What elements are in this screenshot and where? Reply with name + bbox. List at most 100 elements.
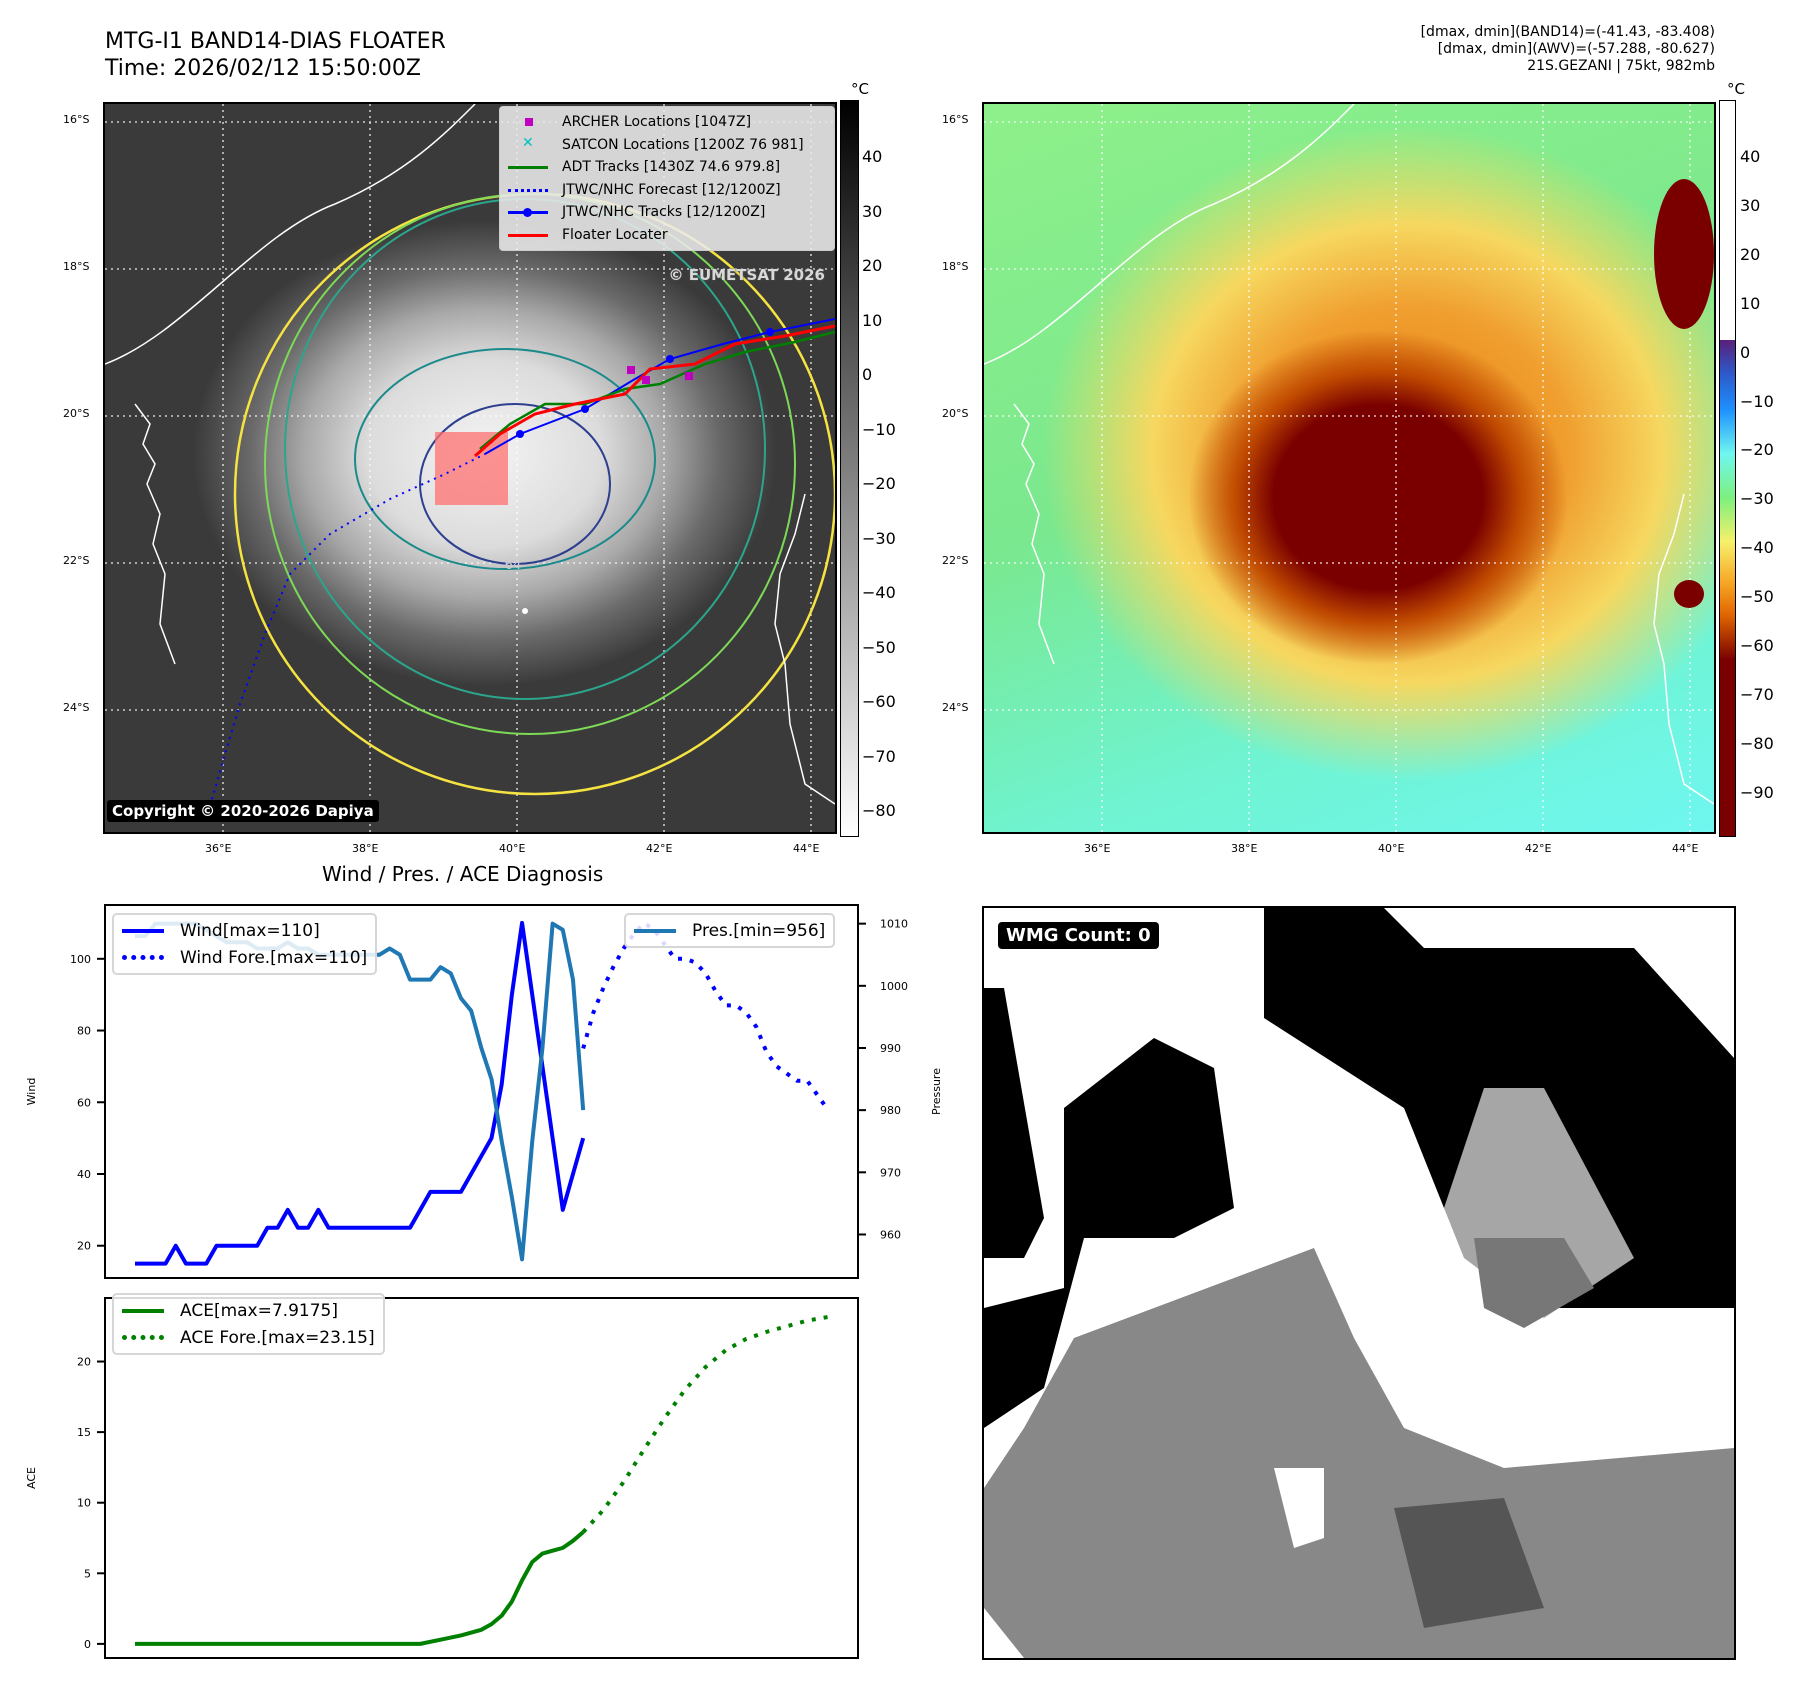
wmg-region-black [984, 1038, 1234, 1428]
legend-archer: ARCHER Locations [1047Z] [508, 111, 826, 134]
ir-map-panel: -64 ARCHER Locations [1047Z] ✕ SATCON Lo… [103, 102, 837, 834]
dotted-line-icon [508, 188, 548, 192]
colorbar-tick: −10 [862, 419, 896, 439]
colorbar-tick: −20 [1740, 440, 1774, 460]
lat-label: 22°S [942, 554, 969, 567]
solid-line-icon [508, 233, 548, 237]
y-axis-label: ACE [25, 1467, 38, 1489]
colorbar-tick: 30 [862, 201, 883, 221]
colorbar-tick: −80 [1740, 733, 1774, 753]
y-tick-label: 80 [77, 1025, 91, 1038]
colorbar-tick: −60 [862, 692, 896, 711]
dotted-line-icon [122, 954, 164, 960]
coastline-mozambique [984, 104, 1355, 365]
track-legend: ARCHER Locations [1047Z] ✕ SATCON Locati… [499, 106, 835, 251]
y-right-tick-label: 1010 [880, 918, 908, 931]
legend-satcon: ✕ SATCON Locations [1200Z 76 981] [522, 134, 804, 153]
y-right-tick-label: 970 [880, 1166, 901, 1179]
colorbar-tick: 20 [862, 256, 883, 275]
y-tick-label: 20 [77, 1240, 91, 1253]
chart-frame [104, 1297, 859, 1659]
colorbar-tick: −40 [1740, 538, 1774, 558]
lon-label: 40°E [499, 842, 526, 855]
colorbar-tick: −20 [862, 474, 896, 493]
legend-jtwc-forecast: JTWC/NHC Forecast [12/1200Z] [508, 179, 826, 202]
y-tick-label: 15 [77, 1426, 91, 1439]
copyright-label: Copyright © 2020-2026 Dapiya [107, 800, 379, 822]
y-tick-label: 100 [70, 953, 91, 966]
diagnosis-title: Wind / Pres. / ACE Diagnosis [322, 862, 604, 886]
colorbar-tick: −10 [1740, 391, 1774, 411]
lon-label: 44°E [1672, 842, 1699, 855]
wmg-grid [984, 908, 1734, 1658]
floater-track [474, 324, 835, 458]
series-line-ace [135, 1530, 585, 1646]
awv-colorbar [1719, 100, 1736, 837]
y-tick-label: 0 [84, 1638, 91, 1651]
lon-label: 38°E [352, 842, 379, 855]
lat-label: 22°S [63, 554, 90, 567]
contour-yellow [233, 192, 835, 796]
coastline-island [134, 403, 176, 665]
storm-info: [dmax, dmin](BAND14)=(-41.43, -83.408) [… [1421, 24, 1715, 75]
colorbar-tick: −60 [1740, 636, 1774, 655]
awv-map-overlay [984, 104, 1714, 832]
info-storm-intensity: 21S.GEZANI | 75kt, 982mb [1527, 58, 1715, 74]
legend-wind-forecast: Wind Fore.[max=110] [122, 944, 367, 971]
lon-label: 40°E [1378, 842, 1405, 855]
solid-line-icon [122, 1308, 164, 1313]
adt-track [479, 330, 835, 450]
lon-label: 36°E [1084, 842, 1111, 855]
lat-label: 16°S [63, 113, 90, 126]
y-right-axis-label: Pressure [930, 1068, 943, 1115]
lon-label: 38°E [1231, 842, 1258, 855]
y-tick-label: 60 [77, 1096, 91, 1109]
wind-legend: Wind[max=110] Wind Fore.[max=110] [112, 913, 378, 975]
colorbar-tick: 40 [1740, 147, 1761, 166]
lon-label: 42°E [1525, 842, 1552, 855]
colorbar-tick: 10 [862, 310, 883, 330]
colorbar-tick: −50 [862, 637, 896, 657]
colorbar-tick: 30 [1740, 195, 1761, 215]
series-line-ace-fore- [581, 1315, 828, 1534]
colorbar-tick: −70 [862, 746, 896, 766]
y-right-tick-label: 1000 [880, 980, 908, 993]
lat-label: 20°S [942, 407, 969, 420]
legend-wind: Wind[max=110] [122, 917, 367, 944]
ir-colorbar [840, 100, 859, 837]
legend-pressure: Pres.[min=956] [634, 917, 825, 944]
coastline-island [1013, 403, 1055, 665]
coastline-mozambique [105, 104, 476, 365]
ir-colorbar-unit: °C [851, 80, 869, 98]
legend-ace: ACE[max=7.9175] [122, 1297, 375, 1324]
square-marker-icon [525, 118, 533, 127]
legend-ace-forecast: ACE Fore.[max=23.15] [122, 1324, 375, 1351]
awv-gridlines [984, 104, 1714, 832]
legend-floater: Floater Locater [508, 224, 826, 247]
coastline-madagascar [1653, 493, 1714, 805]
title-line-1: MTG-I1 BAND14-DIAS FLOATER [105, 29, 446, 54]
y-tick-label: 10 [77, 1497, 91, 1510]
colorbar-tick: −30 [862, 528, 896, 548]
lon-label: 42°E [646, 842, 673, 855]
lat-label: 24°S [942, 701, 969, 714]
awv-colorbar-unit: °C [1727, 80, 1745, 98]
colorbar-tick: −30 [1740, 489, 1774, 509]
floater-box [435, 432, 508, 505]
wmg-region-darkgray [1474, 1238, 1594, 1328]
y-right-tick-label: 960 [880, 1228, 901, 1241]
jtwc-track-points [516, 328, 774, 438]
legend-adt: ADT Tracks [1430Z 74.6 979.8] [508, 156, 826, 179]
y-axis-label: Wind [25, 1078, 38, 1106]
solid-line-icon [508, 166, 548, 170]
coastline-madagascar [774, 493, 835, 805]
cold-cloud-se [1674, 580, 1704, 608]
colorbar-tick: 40 [862, 147, 883, 166]
y-right-tick-label: 990 [880, 1042, 901, 1055]
dotted-line-icon [122, 1334, 164, 1340]
center-dot [522, 608, 528, 614]
jtwc-track [484, 318, 835, 455]
cold-cloud-ne [1654, 179, 1714, 329]
y-tick-label: 5 [84, 1567, 91, 1580]
colorbar-tick: −40 [862, 583, 896, 602]
